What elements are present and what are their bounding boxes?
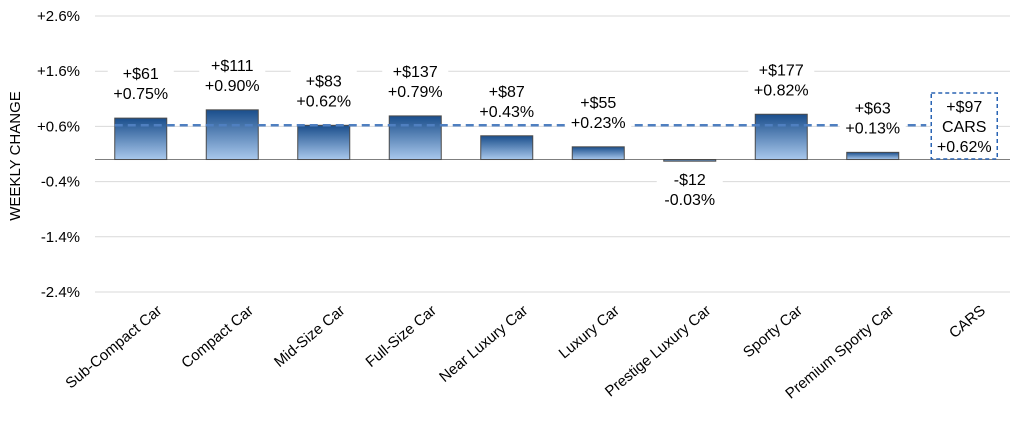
data-label-background	[290, 70, 357, 113]
dollar-change-label: +$55	[580, 95, 616, 112]
data-label-background	[473, 80, 540, 123]
summary-percent-label: +0.62%	[937, 139, 992, 156]
bar	[480, 135, 534, 161]
x-axis-categories: Sub-Compact Car Compact Car Mid-Size Car Fu…	[62, 302, 988, 402]
dollar-change-label: +$83	[306, 73, 342, 90]
data-labels: +$61 +0.75% +$111 +0.90% +$83 +0.62% +$137 +0.7…	[107, 54, 998, 212]
bar	[388, 115, 442, 161]
dollar-change-label: +$87	[489, 84, 525, 101]
summary-dollar-label: +$97	[946, 99, 982, 116]
x-category-label: Compact Car	[178, 302, 257, 372]
bar	[846, 151, 900, 161]
y-axis-label: WEEKLY CHANGE	[7, 91, 24, 220]
dollar-change-label: +$177	[759, 62, 804, 79]
percent-change-label: -0.03%	[664, 192, 715, 209]
percent-change-label: +0.13%	[845, 120, 900, 137]
data-label-background	[565, 91, 632, 134]
x-category-label: Mid-Size Car	[271, 302, 348, 371]
y-tick-label: -2.4%	[41, 284, 80, 301]
dollar-change-label: +$111	[211, 58, 254, 75]
x-category-label: CARS	[946, 302, 989, 342]
y-tick-label: +2.6%	[37, 8, 80, 25]
summary-box	[930, 92, 998, 160]
data-label-background	[748, 59, 815, 102]
bar	[297, 124, 351, 161]
x-category-label: Sub-Compact Car	[62, 302, 165, 392]
x-category-label: Luxury Car	[556, 302, 623, 362]
percent-change-label: +0.62%	[296, 93, 351, 110]
dollar-change-label: +$137	[393, 64, 438, 81]
data-label-background	[382, 60, 449, 103]
dollar-change-label: -$12	[674, 172, 706, 189]
percent-change-label: +0.90%	[205, 78, 260, 95]
bar	[754, 113, 808, 161]
data-label-background	[199, 54, 266, 97]
x-category-label: Near Luxury Car	[436, 302, 531, 386]
percent-change-label: +0.79%	[388, 84, 443, 101]
x-category-label: Sporty Car	[740, 302, 806, 361]
y-tick-label: -1.4%	[41, 229, 80, 246]
bar	[205, 109, 259, 161]
bar	[571, 146, 625, 161]
dollar-change-label: +$63	[855, 100, 891, 117]
percent-change-label: +0.75%	[113, 86, 168, 103]
summary-name-label: CARS	[942, 119, 986, 136]
percent-change-label: +0.82%	[754, 82, 809, 99]
y-tick-label: +0.6%	[37, 118, 80, 135]
dollar-change-label: +$61	[123, 66, 159, 83]
data-label-background	[656, 169, 723, 212]
y-axis-ticks: +2.6% +1.6% +0.6% -0.4% -1.4% -2.4%	[37, 8, 80, 301]
bars	[114, 109, 900, 162]
y-tick-label: +1.6%	[37, 63, 80, 80]
x-category-label: Full-Size Car	[362, 302, 439, 371]
bar	[663, 159, 717, 162]
percent-change-label: +0.43%	[479, 104, 534, 121]
data-label-background	[107, 63, 174, 106]
y-tick-label: -0.4%	[41, 174, 80, 191]
data-label-background	[839, 97, 906, 140]
percent-change-label: +0.23%	[571, 115, 626, 132]
